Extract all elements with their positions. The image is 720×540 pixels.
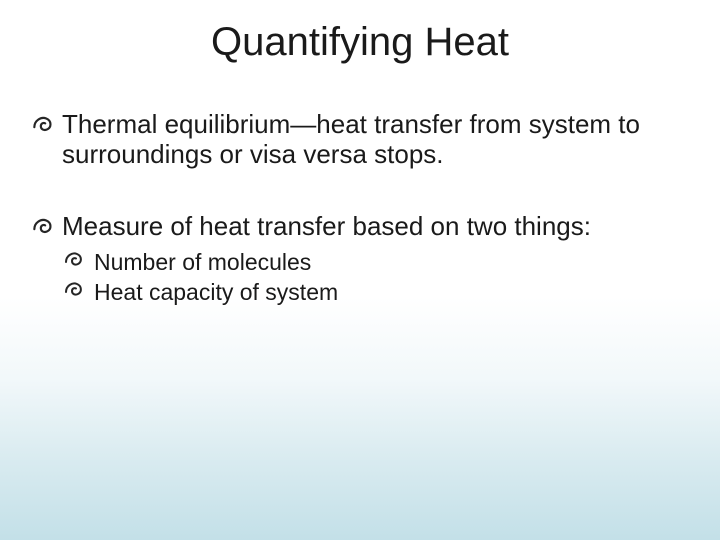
slide: Quantifying Heat Thermal equilibrium—hea… — [0, 0, 720, 540]
slide-body: Thermal equilibrium—heat transfer from s… — [30, 110, 680, 309]
bullet-item: Measure of heat transfer based on two th… — [30, 212, 680, 242]
bullet-item: Thermal equilibrium—heat transfer from s… — [30, 110, 680, 170]
bullet-text: Number of molecules — [94, 249, 311, 275]
bullet-text: Measure of heat transfer based on two th… — [62, 211, 591, 241]
swirl-bullet-icon — [62, 248, 86, 272]
swirl-bullet-icon — [30, 112, 56, 138]
bullet-text: Heat capacity of system — [94, 279, 338, 305]
sub-bullet-item: Heat capacity of system — [62, 278, 680, 307]
bullet-text: Thermal equilibrium—heat transfer from s… — [62, 109, 640, 169]
slide-title: Quantifying Heat — [0, 20, 720, 65]
swirl-bullet-icon — [62, 278, 86, 302]
sub-bullet-item: Number of molecules — [62, 248, 680, 277]
swirl-bullet-icon — [30, 214, 56, 240]
